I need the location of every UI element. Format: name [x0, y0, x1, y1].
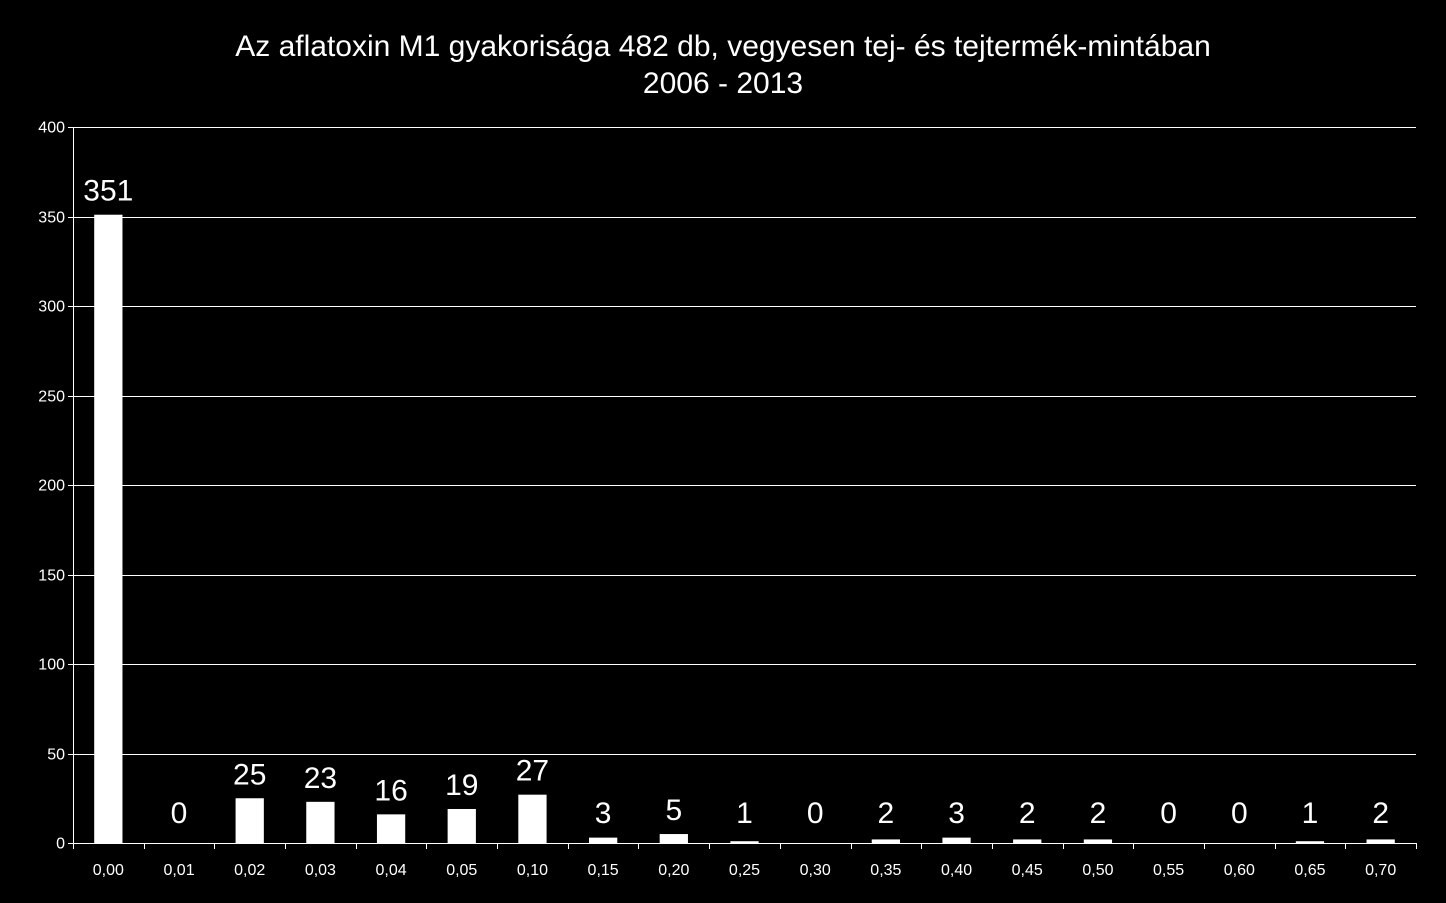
x-tick-label: 0,50 [1082, 862, 1113, 879]
y-tick-label: 50 [47, 747, 65, 764]
y-tick-label: 200 [38, 478, 65, 495]
x-tick-label: 0,01 [163, 862, 194, 879]
data-label: 0 [1160, 797, 1177, 830]
x-tick-label: 0,05 [446, 862, 477, 879]
data-label: 0 [1231, 797, 1248, 830]
x-tick-label: 0,03 [305, 862, 336, 879]
data-label: 0 [171, 797, 188, 830]
bar [94, 214, 123, 843]
bar [1295, 841, 1325, 843]
y-tick-label: 350 [38, 210, 65, 227]
y-tick-label: 100 [38, 657, 65, 674]
x-tick-label: 0,60 [1224, 862, 1255, 879]
data-label: 2 [1372, 797, 1389, 830]
x-tick-label: 0,25 [729, 862, 760, 879]
bar [518, 794, 547, 843]
bar [376, 814, 406, 843]
bar [1013, 839, 1042, 843]
bar [447, 808, 476, 843]
y-tick-label: 150 [38, 568, 65, 585]
bar [1366, 839, 1395, 843]
grid-layer [68, 127, 1416, 844]
x-tick-label: 0,02 [234, 862, 265, 879]
x-tick-label: 0,40 [941, 862, 972, 879]
bar-layer [94, 214, 1395, 843]
bar [871, 839, 901, 843]
x-tick-label: 0,45 [1012, 862, 1043, 879]
y-tick-label: 400 [38, 120, 65, 137]
data-label: 5 [665, 794, 682, 827]
data-label: 23 [304, 762, 337, 795]
bar [942, 837, 971, 843]
bar [659, 834, 688, 843]
x-tick-label: 0,10 [517, 862, 548, 879]
chart-title-line-1: Az aflatoxin M1 gyakorisága 482 db, vegy… [235, 30, 1211, 63]
x-tick-label: 0,20 [658, 862, 689, 879]
data-label: 0 [807, 797, 824, 830]
bar [730, 841, 759, 843]
data-label: 1 [1302, 797, 1319, 830]
data-label: 2 [878, 797, 895, 830]
y-tick-label: 300 [38, 299, 65, 316]
data-label: 16 [374, 774, 407, 807]
data-label: 19 [445, 769, 478, 802]
chart-title-line-2: 2006 - 2013 [642, 67, 804, 100]
data-label: 3 [948, 797, 965, 830]
data-label: 1 [736, 797, 753, 830]
data-label: 2 [1090, 797, 1107, 830]
y-tick-label: 250 [38, 389, 65, 406]
bar [1083, 839, 1113, 843]
chart-title: Az aflatoxin M1 gyakorisága 482 db, vegy… [0, 28, 1446, 102]
data-label: 2 [1019, 797, 1036, 830]
x-tick-label: 0,00 [93, 862, 124, 879]
data-label: 25 [233, 758, 266, 791]
data-label: 3 [595, 797, 612, 830]
data-label: 351 [83, 175, 133, 208]
x-tick-label: 0,15 [588, 862, 619, 879]
data-label: 27 [516, 755, 549, 788]
x-tick-label: 0,65 [1294, 862, 1325, 879]
bar [588, 837, 618, 843]
x-tick-label: 0,70 [1365, 862, 1396, 879]
x-tick-label: 0,04 [376, 862, 407, 879]
bar [235, 798, 264, 843]
y-tick-label: 0 [56, 836, 65, 853]
bar [306, 801, 335, 843]
x-tick-label: 0,55 [1153, 862, 1184, 879]
x-tick-label: 0,35 [870, 862, 901, 879]
x-tick-label: 0,30 [800, 862, 831, 879]
